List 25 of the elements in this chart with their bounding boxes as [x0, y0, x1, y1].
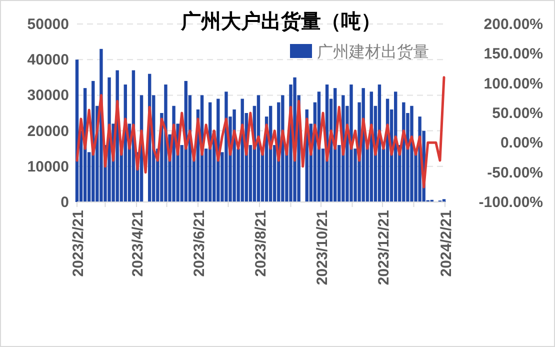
chart-title: 广州大户出货量（吨） — [180, 9, 381, 33]
y-tick-label: 0 — [60, 194, 69, 211]
y2-tick-label: 150.00% — [484, 46, 543, 63]
x-tick-label: 2024/2/21 — [438, 210, 455, 277]
y-tick-label: 30000 — [27, 87, 69, 104]
x-tick-label: 2023/12/21 — [375, 210, 392, 286]
y2-tick-label: -50.00% — [487, 164, 543, 182]
bar — [410, 106, 414, 202]
x-tick-label: 2023/6/21 — [190, 210, 208, 277]
y-tick-label: 40000 — [27, 52, 69, 69]
y2-tick-label: 0.00% — [500, 134, 543, 152]
legend-label: 广州建材出货量 — [317, 43, 429, 61]
x-tick-label: 2023/8/21 — [252, 210, 270, 277]
y2-tick-label: -100.00% — [478, 194, 543, 211]
x-tick-label: 2023/4/21 — [129, 210, 146, 277]
x-tick-label: 2023/2/21 — [70, 210, 87, 277]
line-series — [76, 76, 446, 188]
y-tick-label: 10000 — [27, 158, 69, 176]
y2-tick-label: 50.00% — [492, 105, 543, 122]
bar — [350, 84, 353, 202]
y2-tick-label: 200.00% — [484, 16, 543, 33]
y-tick-label: 20000 — [27, 122, 69, 140]
y2-tick-label: 100.00% — [484, 75, 543, 92]
y-tick-label: 50000 — [27, 16, 69, 33]
x-tick-label: 2023/10/21 — [314, 210, 331, 286]
